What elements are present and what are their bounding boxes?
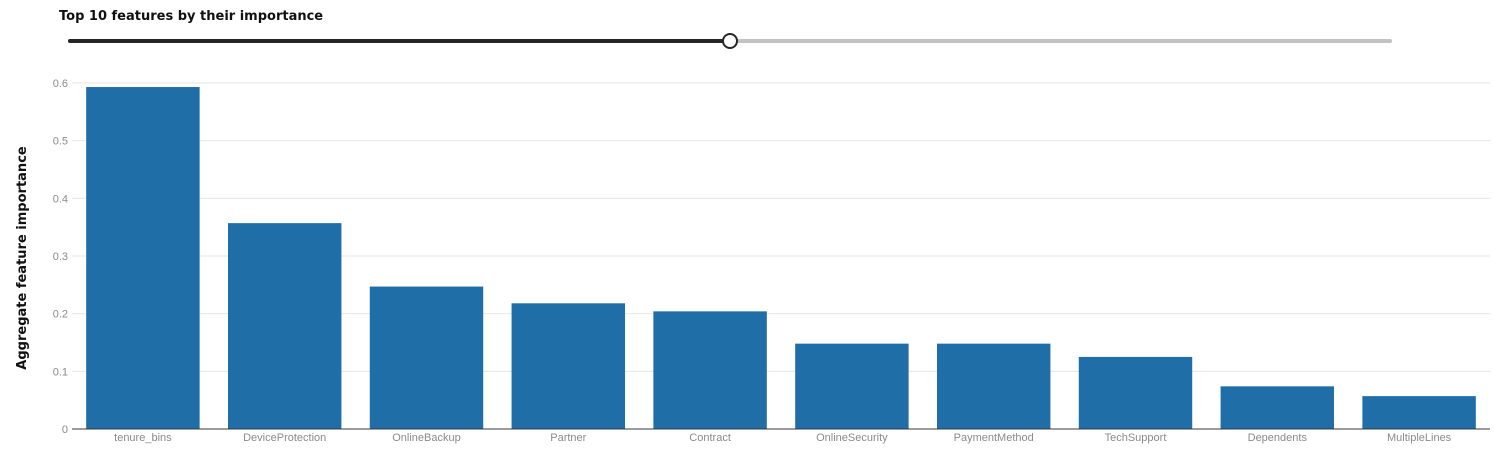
y-axis-label: Aggregate feature importance <box>15 146 30 370</box>
y-tick-label: 0.3 <box>53 251 68 263</box>
bar-TechSupport[interactable] <box>1078 356 1193 429</box>
feature-count-slider[interactable] <box>68 33 1392 49</box>
y-tick-label: 0.4 <box>53 193 68 205</box>
x-tick-label: OnlineBackup <box>392 432 461 444</box>
x-tick-label: Partner <box>550 432 586 444</box>
y-tick-label: 0.1 <box>53 366 68 378</box>
bar-Partner[interactable] <box>511 303 626 429</box>
y-tick-label: 0.6 <box>53 78 68 90</box>
x-tick-label: PaymentMethod <box>954 432 1034 444</box>
bar-Contract[interactable] <box>653 311 767 429</box>
bar-OnlineBackup[interactable] <box>369 286 484 429</box>
x-tick-label: tenure_bins <box>114 432 172 444</box>
y-tick-label: 0 <box>62 424 68 436</box>
y-tick-label: 0.2 <box>53 309 68 321</box>
x-tick-label: DeviceProtection <box>243 432 326 444</box>
bar-MultipleLines[interactable] <box>1362 396 1476 429</box>
bar-tenure_bins[interactable] <box>86 87 200 429</box>
x-tick-label: TechSupport <box>1105 432 1167 444</box>
slider-thumb[interactable] <box>722 33 738 49</box>
x-tick-labels: tenure_bins DeviceProtection OnlineBackup P… <box>114 432 1452 444</box>
x-tick-label: OnlineSecurity <box>816 432 888 444</box>
bars <box>86 87 1476 429</box>
x-tick-label: Contract <box>689 432 731 444</box>
x-tick-label: Dependents <box>1248 432 1308 444</box>
slider-fill <box>68 39 730 43</box>
x-tick-label: MultipleLines <box>1387 432 1452 444</box>
bar-Dependents[interactable] <box>1220 386 1335 429</box>
bar-OnlineSecurity[interactable] <box>795 343 909 429</box>
bar-PaymentMethod[interactable] <box>936 343 1051 429</box>
slider-label: Top 10 features by their importance <box>59 9 324 24</box>
y-tick-labels: 0 0.1 0.2 0.3 0.4 0.5 0.6 <box>53 78 68 436</box>
y-tick-label: 0.5 <box>53 136 68 148</box>
bar-DeviceProtection[interactable] <box>227 223 342 429</box>
